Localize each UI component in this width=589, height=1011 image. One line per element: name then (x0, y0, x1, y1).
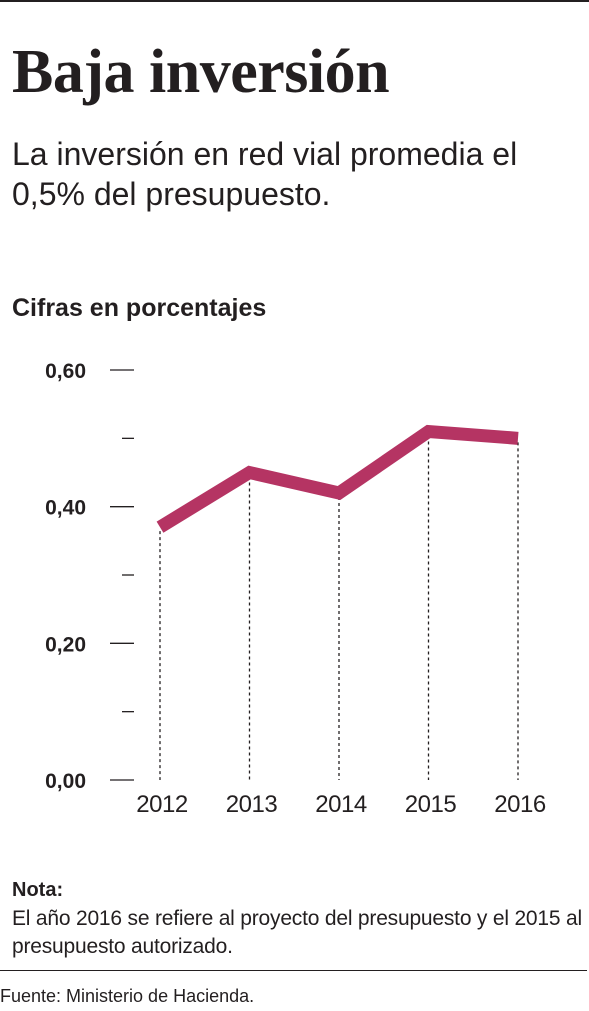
source-text: Fuente: Ministerio de Hacienda. (0, 986, 255, 1006)
x-axis: 2012 2013 2014 2015 2016 (136, 791, 546, 818)
line-chart: 0,00 0,20 0,40 0,60 2012 2013 2014 2015 2016 (45, 360, 546, 818)
drop-lines (159, 435, 519, 780)
x-tick-label: 2014 (315, 791, 367, 818)
note-label: Nota: (12, 879, 64, 901)
series-group (156, 424, 519, 533)
y-tick-label: 0,40 (45, 497, 86, 520)
page-title: Baja inversión (12, 38, 390, 106)
y-tick-label: 0,60 (45, 360, 86, 383)
page-subtitle: La inversión en red vial promedia el 0,5… (12, 136, 518, 212)
bottom-rule (0, 970, 587, 971)
x-tick-label: 2012 (136, 791, 188, 818)
x-tick-label: 2016 (494, 791, 546, 818)
y-tick-label: 0,00 (45, 770, 86, 793)
x-tick-label: 2013 (226, 791, 278, 818)
units-label: Cifras en porcentajes (12, 294, 267, 322)
y-axis: 0,00 0,20 0,40 0,60 (45, 360, 134, 793)
x-tick-label: 2015 (405, 791, 457, 818)
y-tick-label: 0,20 (45, 633, 86, 656)
note-text: El año 2016 se refiere al proyecto del p… (12, 907, 582, 958)
series-line (156, 424, 519, 533)
top-rule (0, 0, 589, 2)
